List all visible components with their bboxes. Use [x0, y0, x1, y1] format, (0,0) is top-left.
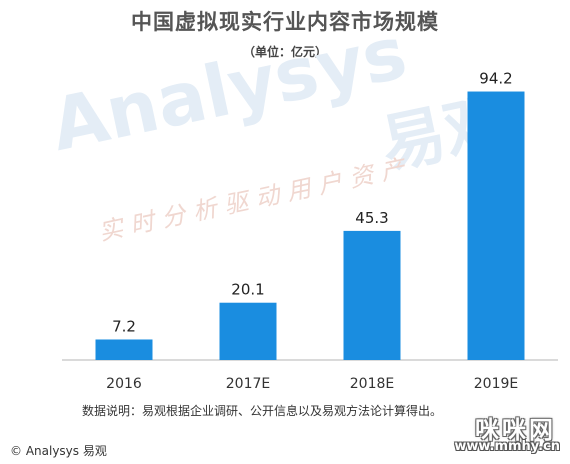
bar-2017E	[219, 302, 277, 360]
x-tick-label-2019E: 2019E	[474, 376, 518, 392]
x-tick-label-2018E: 2018E	[350, 376, 394, 392]
chart-subtitle: （单位：亿元）	[242, 45, 327, 59]
data-label-2017E: 20.1	[231, 281, 264, 299]
data-label-2018E: 45.3	[355, 209, 388, 227]
bar-2016	[95, 339, 153, 360]
chart-title: 中国虚拟现实行业内容市场规模	[131, 10, 439, 34]
site-logo-url: www.mmhy.cn	[454, 439, 560, 454]
bar-2018E	[343, 230, 401, 360]
site-logo-name: 咪咪网	[475, 416, 556, 444]
x-tick-label-2016: 2016	[106, 376, 142, 392]
data-label-2019E: 94.2	[479, 70, 512, 88]
copyright: © Analysys 易观	[10, 444, 107, 458]
data-label-2016: 7.2	[112, 317, 136, 335]
bar-2019E	[467, 91, 525, 360]
site-logo: 咪咪网 www.mmhy.cn	[440, 410, 562, 460]
x-tick-label-2017E: 2017E	[226, 376, 270, 392]
data-note: 数据说明：易观根据企业调研、公开信息以及易观方法论计算得出。	[82, 404, 443, 418]
